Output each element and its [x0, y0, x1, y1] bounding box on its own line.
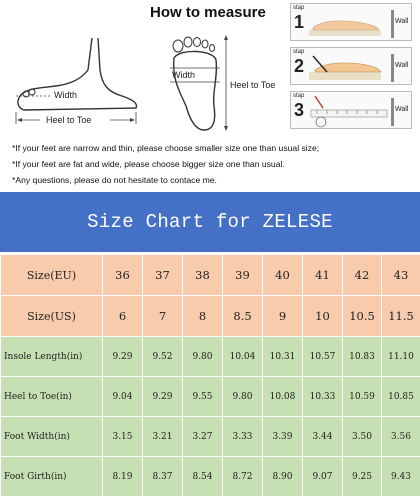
step-1-tag: stap — [293, 5, 305, 11]
step-2-wall: Wall — [395, 62, 409, 69]
table-cell: 3.44 — [302, 416, 343, 457]
table-cell: 9 — [262, 295, 303, 337]
table-cell: 9.25 — [342, 456, 382, 497]
step-3: stap 3 Wall — [290, 91, 412, 129]
table-cell: 9.29 — [102, 336, 143, 377]
table-cell: 38 — [182, 254, 223, 296]
table-cell: 8.5 — [222, 295, 263, 337]
table-cell: 9.55 — [182, 376, 223, 417]
table-cell: 10.57 — [302, 336, 343, 377]
table-row: Size(EU) 36 37 38 39 40 41 42 43 — [0, 254, 420, 296]
row-label: Foot Width(in) — [0, 416, 103, 457]
table-cell: 10.08 — [262, 376, 303, 417]
table-cell: 10.31 — [262, 336, 303, 377]
sole-heel-to-toe-label: Heel to Toe — [230, 80, 276, 90]
table-cell: 3.15 — [102, 416, 143, 457]
table-cell: 6 — [102, 295, 143, 337]
note-questions: *Any questions, please do not hesitate t… — [12, 175, 217, 185]
table-cell: 9.43 — [381, 456, 420, 497]
table-cell: 37 — [142, 254, 183, 296]
step-2-number: 2 — [294, 56, 305, 76]
table-cell: 42 — [342, 254, 382, 296]
step-1-wall: Wall — [395, 18, 409, 25]
row-label: Size(EU) — [0, 254, 103, 296]
table-cell: 10.59 — [342, 376, 382, 417]
table-cell: 3.39 — [262, 416, 303, 457]
size-chart-body: Size(EU) 36 37 38 39 40 41 42 43 Size(US) 6 7 8 8.5 9 1… — [0, 254, 420, 497]
table-row: Foot Girth(in) 8.19 8.37 8.54 8.72 8.90 9.07 9.… — [0, 456, 420, 497]
guide-title: How to measure — [150, 4, 266, 21]
sole-width-label: Width — [172, 70, 196, 80]
table-cell: 9.07 — [302, 456, 343, 497]
table-cell: 9.80 — [222, 376, 263, 417]
side-foot-icon — [15, 37, 138, 124]
table-cell: 11.5 — [381, 295, 420, 337]
table-cell: 39 — [222, 254, 263, 296]
table-cell: 10.83 — [342, 336, 382, 377]
table-cell: 8.72 — [222, 456, 263, 497]
side-width-label: Width — [54, 90, 78, 100]
step-2: stap 2 Wall — [290, 47, 412, 85]
table-cell: 10 — [302, 295, 343, 337]
foot-outline-icon — [309, 54, 394, 82]
table-cell: 10.85 — [381, 376, 420, 417]
table-cell: 36 — [102, 254, 143, 296]
side-heel-to-toe-label: Heel to Toe — [46, 115, 92, 125]
table-cell: 43 — [381, 254, 420, 296]
table-cell: 10.5 — [342, 295, 382, 337]
table-cell: 10.33 — [302, 376, 343, 417]
table-cell: 10.04 — [222, 336, 263, 377]
row-label: Insole Length(in) — [0, 336, 103, 377]
sole-foot-icon — [170, 35, 228, 131]
ruler-measure-icon — [310, 95, 394, 128]
table-cell: 41 — [302, 254, 343, 296]
table-cell: 8.90 — [262, 456, 303, 497]
table-cell: 8.54 — [182, 456, 223, 497]
measure-guide: How to measure Width Heel to Toe — [0, 0, 420, 188]
fit-notes: *If your feet are narrow and thin, pleas… — [12, 140, 416, 188]
step-1: stap 1 Wall — [290, 3, 412, 41]
table-cell: 9.04 — [102, 376, 143, 417]
table-row: Insole Length(in) 9.29 9.52 9.80 10.04 10.31 1… — [0, 336, 420, 377]
table-cell: 3.50 — [342, 416, 382, 457]
step-2-tag: stap — [293, 49, 305, 55]
table-cell: 8 — [182, 295, 223, 337]
table-cell: 7 — [142, 295, 183, 337]
step-3-number: 3 — [294, 100, 305, 120]
measure-steps: stap 1 Wall stap 2 Wall — [290, 3, 418, 133]
table-cell: 9.29 — [142, 376, 183, 417]
size-chart-banner: Size Chart for ZELESE — [0, 192, 420, 252]
table-cell: 40 — [262, 254, 303, 296]
step-3-wall: Wall — [395, 106, 409, 113]
table-cell: 9.52 — [142, 336, 183, 377]
table-cell: 3.27 — [182, 416, 223, 457]
step-1-number: 1 — [294, 12, 305, 32]
step-3-tag: stap — [293, 93, 305, 99]
size-chart-title: Size Chart for ZELESE — [87, 211, 333, 233]
foot-on-paper-icon — [309, 10, 394, 38]
table-cell: 8.19 — [102, 456, 143, 497]
table-cell: 11.10 — [381, 336, 420, 377]
table-row: Size(US) 6 7 8 8.5 9 10 10.5 11.5 — [0, 295, 420, 337]
table-cell: 9.80 — [182, 336, 223, 377]
note-wide: *If your feet are fat and wide, please c… — [12, 159, 285, 169]
table-cell: 3.33 — [222, 416, 263, 457]
row-label: Size(US) — [0, 295, 103, 337]
table-cell: 3.21 — [142, 416, 183, 457]
note-narrow: *If your feet are narrow and thin, pleas… — [12, 143, 320, 153]
table-cell: 3.56 — [381, 416, 420, 457]
side-foot-illustration: Width Heel to Toe — [10, 30, 145, 140]
table-row: Heel to Toe(in) 9.04 9.29 9.55 9.80 10.08 10.3… — [0, 376, 420, 417]
size-chart-table: Size(EU) 36 37 38 39 40 41 42 43 Size(US) 6 7 8 8.5 9 1… — [0, 254, 420, 497]
row-label: Foot Girth(in) — [0, 456, 103, 497]
table-cell: 8.37 — [142, 456, 183, 497]
sole-foot-illustration: Width Heel to Toe — [160, 30, 285, 140]
table-row: Foot Width(in) 3.15 3.21 3.27 3.33 3.39 3.44 3.… — [0, 416, 420, 457]
row-label: Heel to Toe(in) — [0, 376, 103, 417]
